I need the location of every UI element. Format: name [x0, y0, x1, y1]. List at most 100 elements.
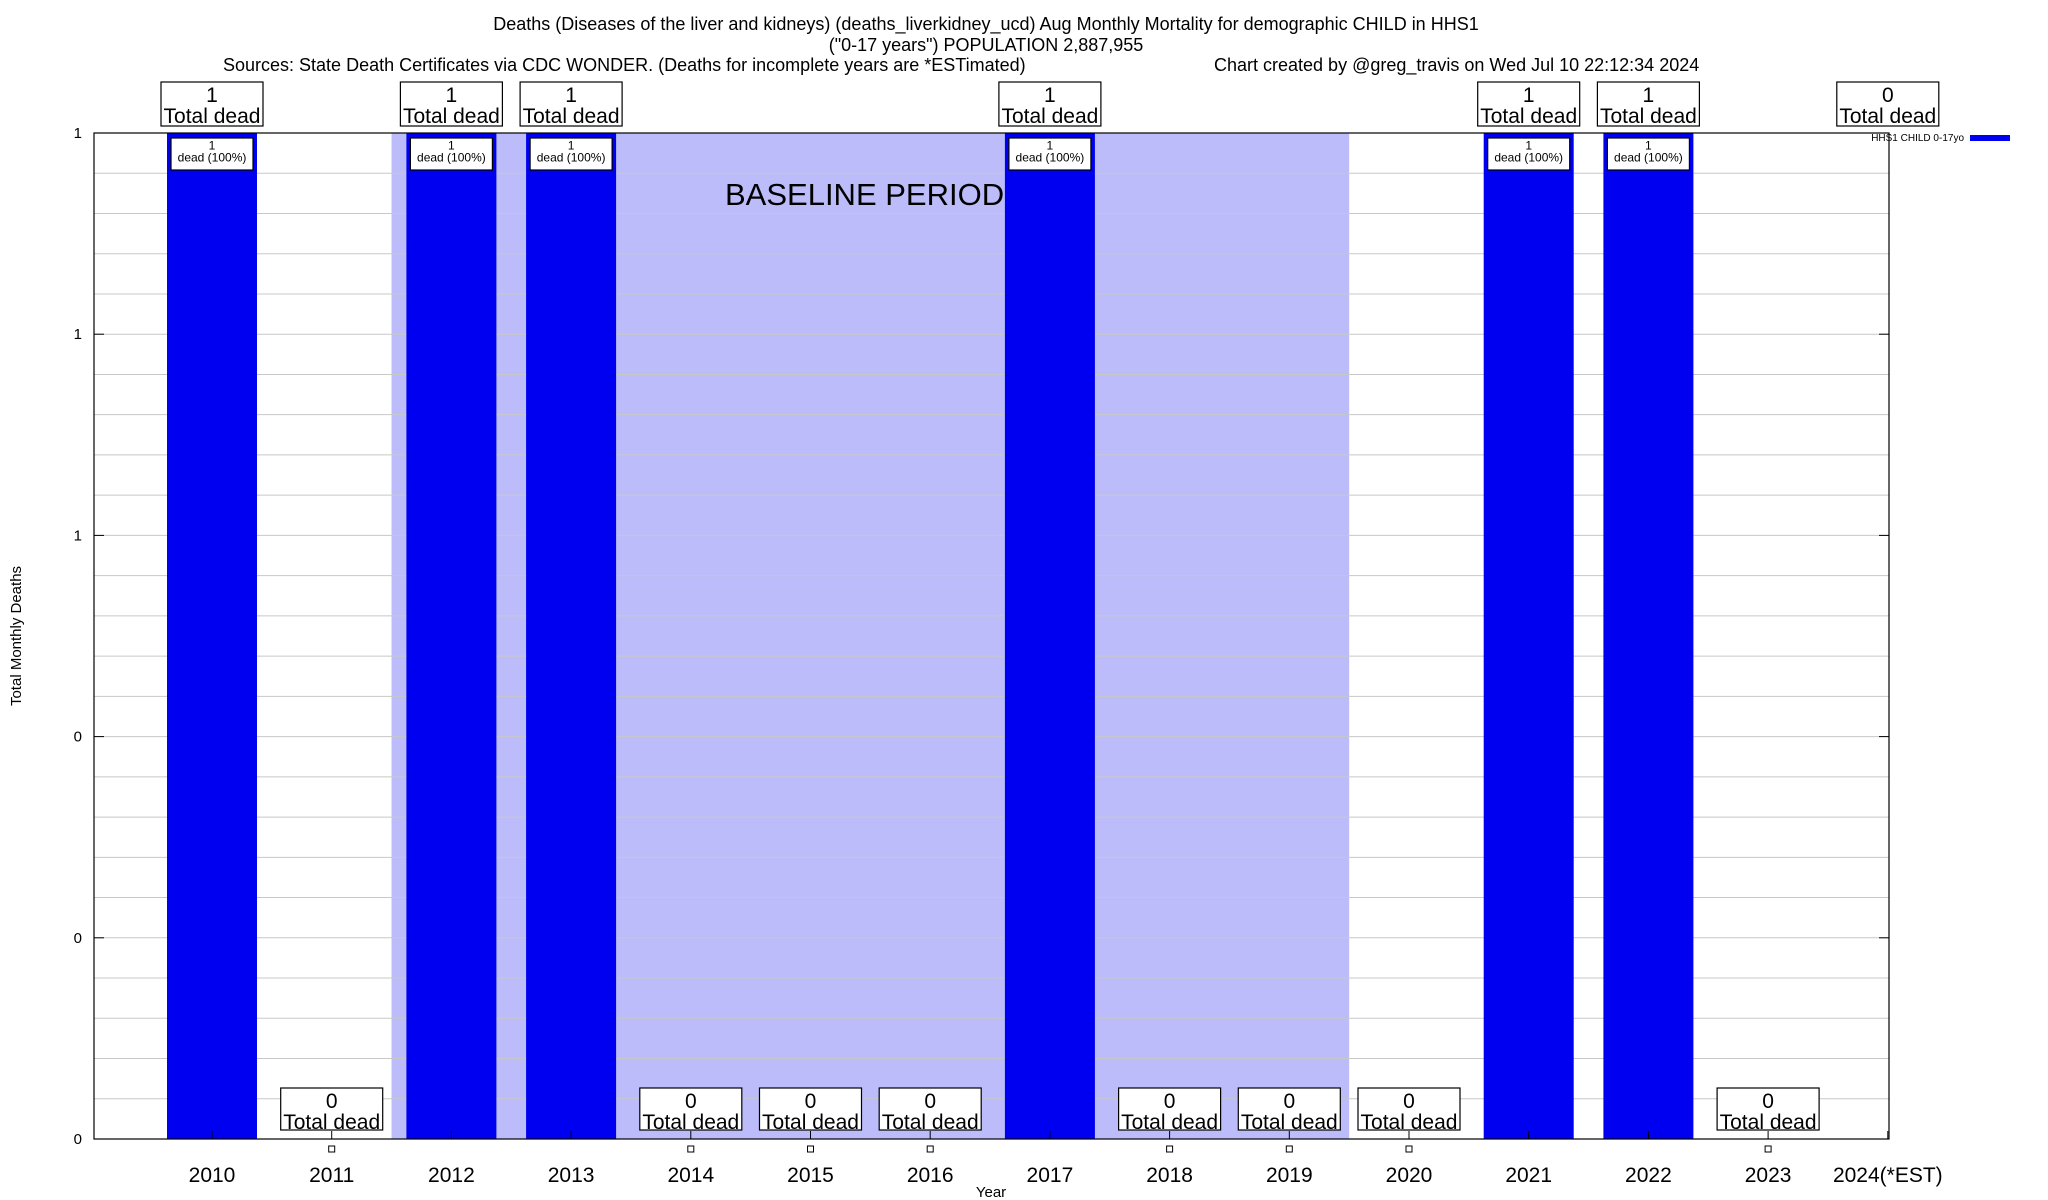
top-data-label-count: 1: [446, 84, 458, 107]
top-data-label-text: Total dead: [1480, 105, 1577, 128]
bar-inner-label-box: [1606, 137, 1691, 171]
x-tick-label: 2010: [189, 1164, 236, 1187]
legend-label: HHS1 CHILD 0-17yo: [1871, 133, 1964, 144]
top-data-label-count: 0: [685, 1090, 697, 1113]
bar-inner-label-count: 1: [1047, 138, 1054, 152]
grid-layer: [94, 172, 1889, 1100]
bar-inner-label-text: dead (100%): [417, 150, 486, 164]
x-tick-label: 2018: [1146, 1164, 1193, 1187]
top-data-label-box: [1596, 81, 1701, 127]
x-tick-layer: 2010 2011 2012 2013 2014 2015 2016 2017 2018 2019…: [189, 1131, 1943, 1187]
x-tick-label: 2021: [1505, 1164, 1552, 1187]
top-data-label-box: [1836, 81, 1940, 127]
zero-marker: [1764, 1145, 1772, 1153]
top-data-label-text: Total dead: [882, 1111, 979, 1134]
top-data-label-text: Total dead: [523, 105, 620, 128]
bar-inner-label-text: dead (100%): [1614, 150, 1683, 164]
bar-inner-label-count: 1: [448, 138, 455, 152]
chart-sources: Sources: State Death Certificates via CD…: [223, 55, 1026, 75]
y-tick-label: 0: [74, 729, 82, 746]
y-tick-label: 1: [74, 326, 82, 343]
x-tick-label: 2024(*EST): [1833, 1164, 1943, 1187]
top-data-label-count: 0: [1164, 1090, 1176, 1113]
x-tick-label: 2014: [667, 1164, 714, 1187]
top-data-label-box: [878, 1087, 982, 1131]
x-tick-label: 2023: [1745, 1164, 1792, 1187]
bar-inner-label-text: dead (100%): [537, 150, 606, 164]
top-data-label-count: 1: [565, 84, 577, 107]
top-data-label-box: [519, 81, 623, 127]
x-tick-label: 2015: [787, 1164, 834, 1187]
top-data-label-count: 0: [1882, 84, 1894, 107]
x-tick-label: 2016: [907, 1164, 954, 1187]
bar-inner-label-box: [170, 137, 254, 171]
top-data-label-text: Total dead: [762, 1111, 859, 1134]
bar-inner-label-text: dead (100%): [1016, 150, 1085, 164]
chart-credit: Chart created by @greg_travis on Wed Jul…: [1214, 55, 1699, 76]
zero-marker: [1285, 1145, 1293, 1153]
y-tick-layer: 0 0 0 1 1 1: [74, 125, 1889, 1148]
top-data-label-box: [639, 1087, 743, 1131]
chart-title-line2: ("0-17 years") POPULATION 2,887,955: [829, 35, 1144, 55]
x-tick-label: 2019: [1266, 1164, 1313, 1187]
y-tick-label: 1: [74, 125, 82, 142]
top-data-label-text: Total dead: [1600, 105, 1697, 128]
top-data-label-count: 0: [1403, 1090, 1415, 1113]
x-axis-label: Year: [976, 1184, 1006, 1200]
top-data-label-box: [1237, 1087, 1341, 1131]
bar: [167, 133, 257, 1139]
legend-swatch: [1970, 135, 2010, 141]
top-data-label-text: Total dead: [1241, 1111, 1338, 1134]
bar: [1603, 133, 1694, 1139]
bar-inner-label-box: [529, 137, 613, 171]
zero-marker: [328, 1145, 336, 1153]
top-data-label-count: 0: [1762, 1090, 1774, 1113]
top-data-label-count: 1: [1044, 84, 1056, 107]
x-tick-label: 2020: [1386, 1164, 1433, 1187]
top-data-label-box: [1117, 1087, 1222, 1131]
bar-layer: [167, 133, 1694, 1139]
top-data-label-text: Total dead: [1839, 105, 1936, 128]
bar-inner-label-count: 1: [1525, 138, 1532, 152]
top-data-label-text: Total dead: [1720, 1111, 1817, 1134]
plot-frame: [93, 132, 1890, 1140]
top-data-label-box: [1477, 81, 1581, 127]
y-axis-label: Total Monthly Deaths: [8, 566, 25, 706]
top-data-label-text: Total dead: [1361, 1111, 1458, 1134]
top-data-label-box: [758, 1087, 863, 1131]
zero-marker: [926, 1145, 934, 1153]
top-data-label-count: 1: [1643, 84, 1655, 107]
y-tick-label: 0: [74, 930, 82, 947]
top-data-label-count: 1: [1523, 84, 1535, 107]
zero-marker: [1166, 1145, 1174, 1153]
zero-marker: [807, 1145, 814, 1153]
top-data-label-count: 0: [326, 1090, 338, 1113]
bar-inner-label-count: 1: [1645, 138, 1652, 152]
y-tick-label: 1: [74, 527, 82, 544]
bar: [1483, 133, 1574, 1139]
y-tick-label: 0: [74, 1131, 82, 1148]
bar-inner-label-box: [409, 137, 493, 171]
top-data-label-text: Total dead: [403, 105, 500, 128]
bar-inner-label-box: [1008, 137, 1092, 171]
top-data-label-text: Total dead: [642, 1111, 739, 1134]
